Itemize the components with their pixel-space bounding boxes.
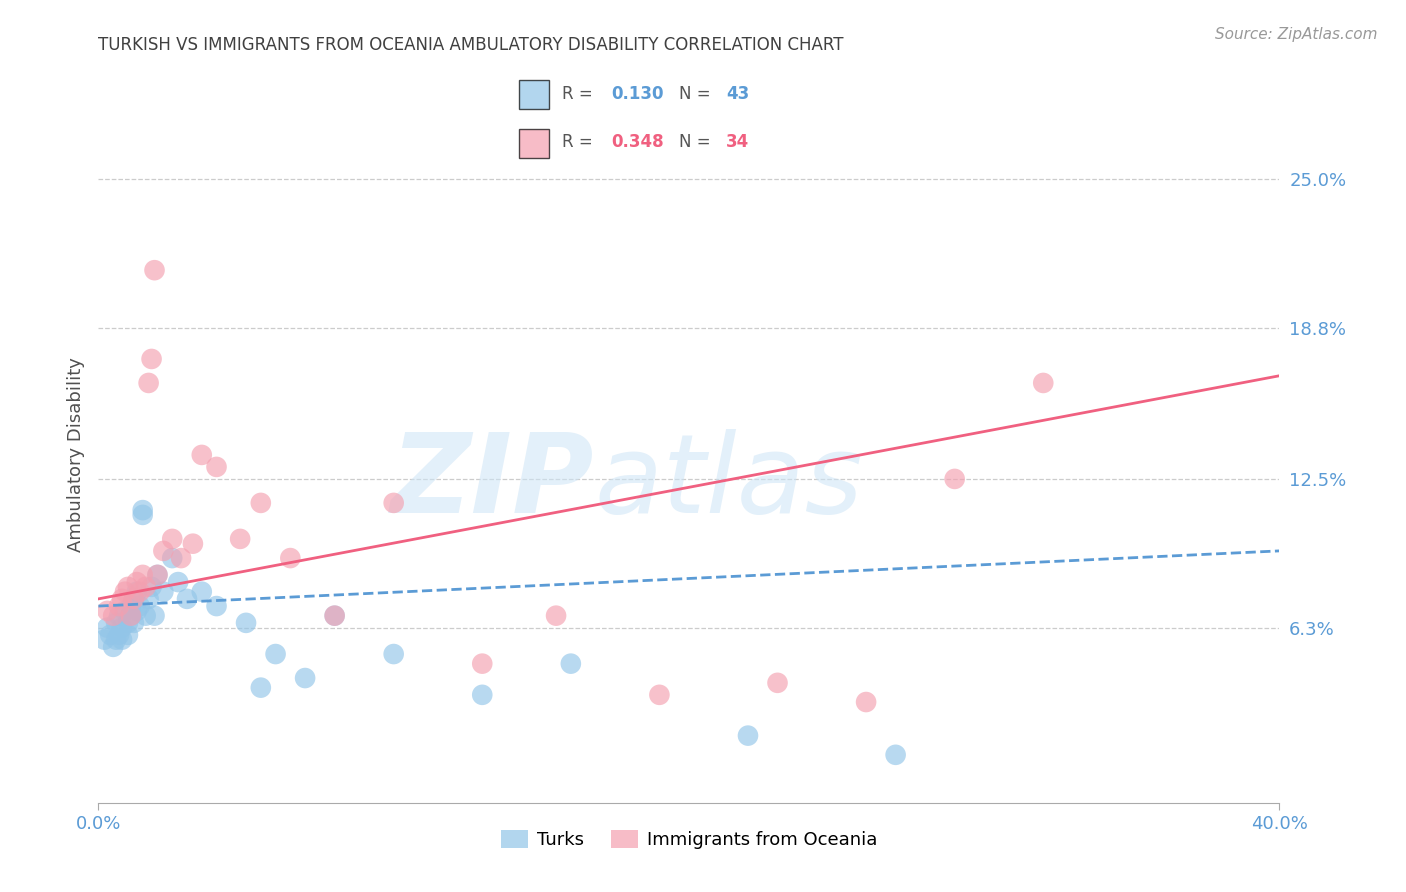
Point (98, 628, 121, 642)
Text: TURKISH VS IMMIGRANTS FROM OCEANIA AMBULATORY DISABILITY CORRELATION CHART: TURKISH VS IMMIGRANTS FROM OCEANIA AMBUL… (98, 36, 844, 54)
Point (884, 747, 907, 762)
Point (146, 567, 169, 582)
Text: ZIP: ZIP (391, 429, 595, 536)
Legend: Turks, Immigrants from Oceania: Turks, Immigrants from Oceania (494, 822, 884, 856)
Point (162, 532, 183, 546)
Point (264, 647, 287, 661)
Point (229, 532, 252, 546)
Point (471, 657, 494, 671)
Point (141, 580, 163, 594)
Point (120, 608, 142, 623)
Point (96, 604, 118, 618)
Point (108, 628, 131, 642)
Point (125, 584, 148, 599)
Point (181, 537, 204, 551)
Point (108, 599, 131, 613)
Point (122, 591, 145, 606)
Point (103, 640, 125, 654)
Point (108, 608, 131, 623)
Point (141, 351, 163, 366)
Point (191, 584, 214, 599)
Point (135, 608, 157, 623)
Point (648, 688, 671, 702)
Point (128, 599, 150, 613)
Point (117, 580, 139, 594)
Point (205, 459, 228, 474)
Point (103, 608, 125, 623)
Point (205, 599, 228, 613)
Point (138, 591, 160, 606)
Point (162, 551, 183, 566)
Point (132, 503, 155, 517)
Text: 34: 34 (725, 134, 749, 152)
Point (111, 632, 134, 647)
Point (122, 591, 145, 606)
Point (96, 621, 118, 635)
Text: 0.348: 0.348 (612, 134, 664, 152)
Point (280, 551, 302, 566)
Point (111, 591, 134, 606)
Point (146, 567, 169, 582)
Point (176, 591, 198, 606)
Point (471, 688, 494, 702)
Point (122, 615, 145, 630)
Point (120, 608, 142, 623)
Point (294, 671, 316, 685)
Point (1032, 376, 1054, 390)
Point (143, 263, 166, 277)
Point (105, 632, 128, 647)
Point (120, 599, 142, 613)
Point (135, 580, 157, 594)
Point (737, 729, 759, 743)
Text: N =: N = (679, 85, 716, 103)
Point (117, 628, 139, 642)
Point (125, 575, 148, 590)
Point (546, 608, 568, 623)
Point (117, 615, 139, 630)
Point (560, 657, 582, 671)
Point (943, 472, 966, 486)
Point (235, 615, 257, 630)
Point (766, 676, 789, 690)
FancyBboxPatch shape (519, 128, 550, 158)
Point (152, 584, 174, 599)
Point (93, 632, 115, 647)
FancyBboxPatch shape (519, 79, 550, 109)
Point (132, 508, 155, 522)
Point (382, 647, 405, 661)
Text: 43: 43 (725, 85, 749, 103)
Point (250, 681, 273, 695)
Point (143, 608, 166, 623)
Point (111, 621, 134, 635)
Point (170, 551, 193, 566)
Point (250, 496, 273, 510)
Point (323, 608, 346, 623)
Point (105, 615, 128, 630)
Point (128, 584, 150, 599)
Text: R =: R = (562, 85, 598, 103)
Point (855, 695, 877, 709)
Point (167, 575, 190, 590)
Text: Source: ZipAtlas.com: Source: ZipAtlas.com (1215, 27, 1378, 42)
Point (323, 608, 346, 623)
Point (191, 448, 214, 462)
Point (114, 604, 136, 618)
Text: 0.130: 0.130 (612, 85, 664, 103)
Point (132, 567, 155, 582)
Text: N =: N = (679, 134, 716, 152)
Point (114, 584, 136, 599)
Text: atlas: atlas (595, 429, 863, 536)
Point (138, 376, 160, 390)
Point (382, 496, 405, 510)
Point (152, 544, 174, 558)
Text: R =: R = (562, 134, 598, 152)
Point (125, 604, 148, 618)
Y-axis label: Ambulatory Disability: Ambulatory Disability (66, 358, 84, 552)
